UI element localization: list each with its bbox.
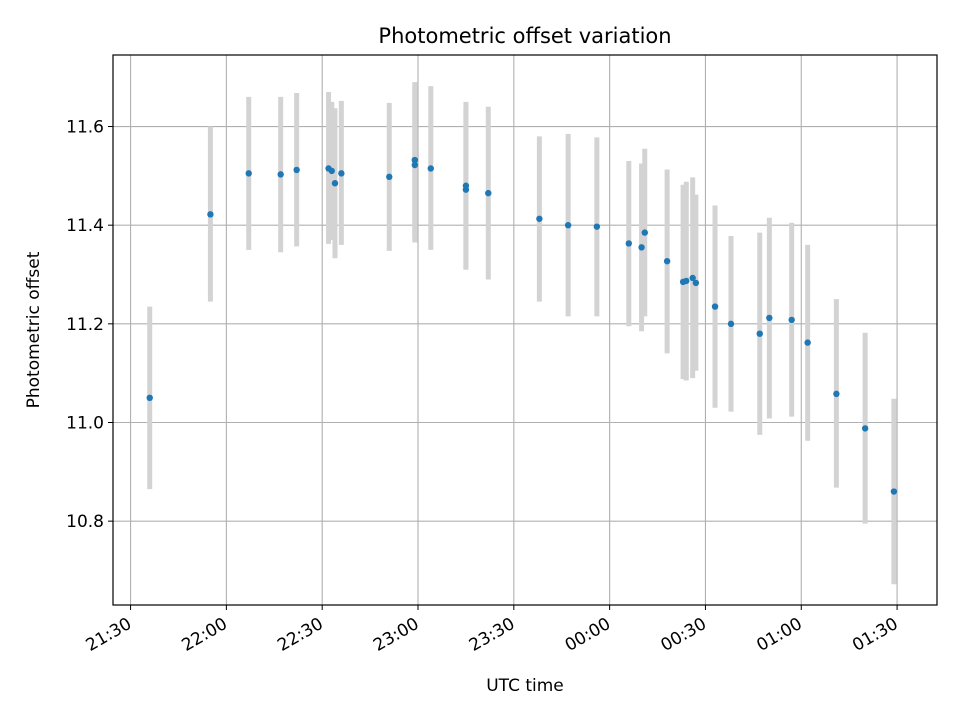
data-points	[146, 156, 898, 495]
data-point	[536, 215, 543, 222]
data-point	[146, 394, 153, 402]
data-point	[890, 488, 898, 495]
data-point	[386, 173, 393, 181]
data-point	[328, 167, 335, 175]
data-point	[711, 303, 719, 310]
data-point	[331, 180, 339, 187]
x-tick-label: 23:00	[370, 614, 422, 656]
grid-lines	[113, 55, 937, 605]
data-point	[692, 279, 700, 287]
data-point	[756, 330, 763, 337]
x-tick-label: 00:00	[562, 614, 614, 656]
data-point	[593, 223, 601, 230]
y-axis-ticks: 10.8 11.0 11.2 11.4 11.6	[66, 118, 113, 532]
x-tick-label: 21:30	[83, 614, 135, 656]
y-tick-label: 11.0	[66, 413, 104, 433]
x-tick-label: 22:00	[178, 614, 230, 656]
y-axis-label: Photometric offset	[24, 251, 44, 408]
data-point	[485, 189, 492, 197]
data-point	[683, 277, 690, 285]
data-point	[788, 316, 795, 324]
error-bars	[147, 82, 897, 585]
data-point	[411, 161, 419, 169]
data-point	[207, 211, 214, 218]
data-point	[293, 166, 300, 174]
data-point	[427, 165, 434, 172]
data-point	[338, 170, 345, 177]
y-tick-label: 11.4	[66, 216, 104, 236]
y-tick-label: 11.2	[66, 315, 104, 335]
data-point	[564, 221, 572, 229]
data-point	[245, 170, 252, 177]
data-point	[766, 314, 773, 322]
data-point	[625, 240, 632, 247]
chart-title: Photometric offset variation	[378, 24, 671, 48]
data-point	[277, 171, 284, 178]
x-tick-label: 00:30	[658, 614, 710, 656]
x-axis-ticks: 21:30 22:00 22:30 23:00 23:30 00:00 00:30 01:00…	[83, 605, 902, 656]
data-point	[641, 229, 648, 236]
data-point	[638, 244, 645, 251]
data-point	[663, 257, 671, 265]
data-point	[833, 390, 840, 398]
x-tick-label: 01:30	[849, 614, 901, 656]
data-point	[727, 320, 735, 328]
x-tick-label: 22:30	[274, 614, 326, 656]
data-point	[804, 339, 811, 346]
plot-frame	[112, 54, 938, 606]
x-tick-label: 23:30	[466, 614, 518, 656]
data-point	[689, 274, 696, 282]
x-tick-label: 01:00	[753, 614, 805, 656]
x-axis-label: UTC time	[486, 676, 564, 696]
data-point	[411, 156, 419, 164]
y-tick-label: 11.6	[66, 118, 104, 138]
data-point	[462, 182, 470, 189]
y-tick-label: 10.8	[66, 512, 104, 532]
data-point	[861, 425, 869, 432]
